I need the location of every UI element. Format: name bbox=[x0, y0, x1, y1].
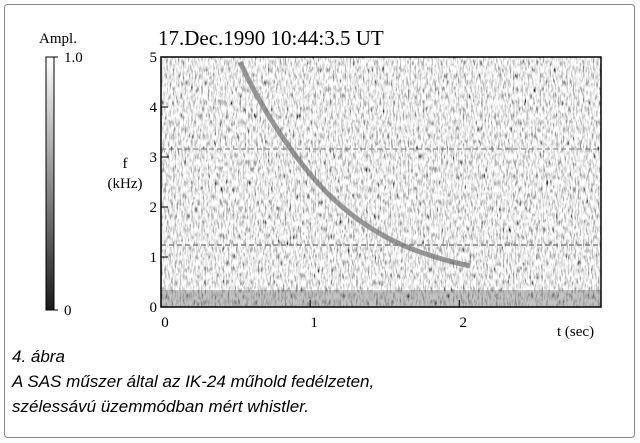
x-tick-label: 0 bbox=[161, 315, 169, 331]
colorbar bbox=[45, 56, 55, 311]
x-tick-label: 2 bbox=[460, 315, 468, 331]
y-tick-label: 3 bbox=[150, 150, 158, 166]
spectrogram bbox=[160, 56, 602, 308]
y-tick-label: 0 bbox=[150, 300, 158, 316]
colorbar-label: Ampl. bbox=[39, 31, 77, 47]
y-tick-label: 2 bbox=[150, 200, 158, 216]
y-axis-label: f bbox=[123, 156, 128, 172]
low-band bbox=[161, 290, 601, 307]
colorbar-tick-label: 0 bbox=[64, 303, 72, 319]
colorbar-tick-label: 1.0 bbox=[64, 50, 83, 66]
plot-frame bbox=[160, 56, 602, 308]
y-tick-label: 5 bbox=[150, 50, 158, 66]
y-tick-label: 1 bbox=[150, 250, 158, 266]
y-tick-label: 4 bbox=[150, 100, 158, 116]
spectrogram-image bbox=[161, 57, 601, 307]
caption-number: 4. ábra bbox=[12, 347, 65, 366]
caption-line: szélessávú üzemmódban mért whistler. bbox=[12, 397, 309, 416]
y-axis-unit: (kHz) bbox=[108, 176, 143, 192]
frame bbox=[4, 4, 635, 438]
caption-line: A SAS műszer által az IK-24 műhold fedél… bbox=[11, 372, 374, 391]
x-tick-label: 1 bbox=[310, 315, 318, 331]
whistler-trace bbox=[237, 60, 471, 269]
chart-title: 17.Dec.1990 10:44:3.5 UT bbox=[158, 26, 384, 50]
x-axis-label: t (sec) bbox=[557, 324, 594, 340]
